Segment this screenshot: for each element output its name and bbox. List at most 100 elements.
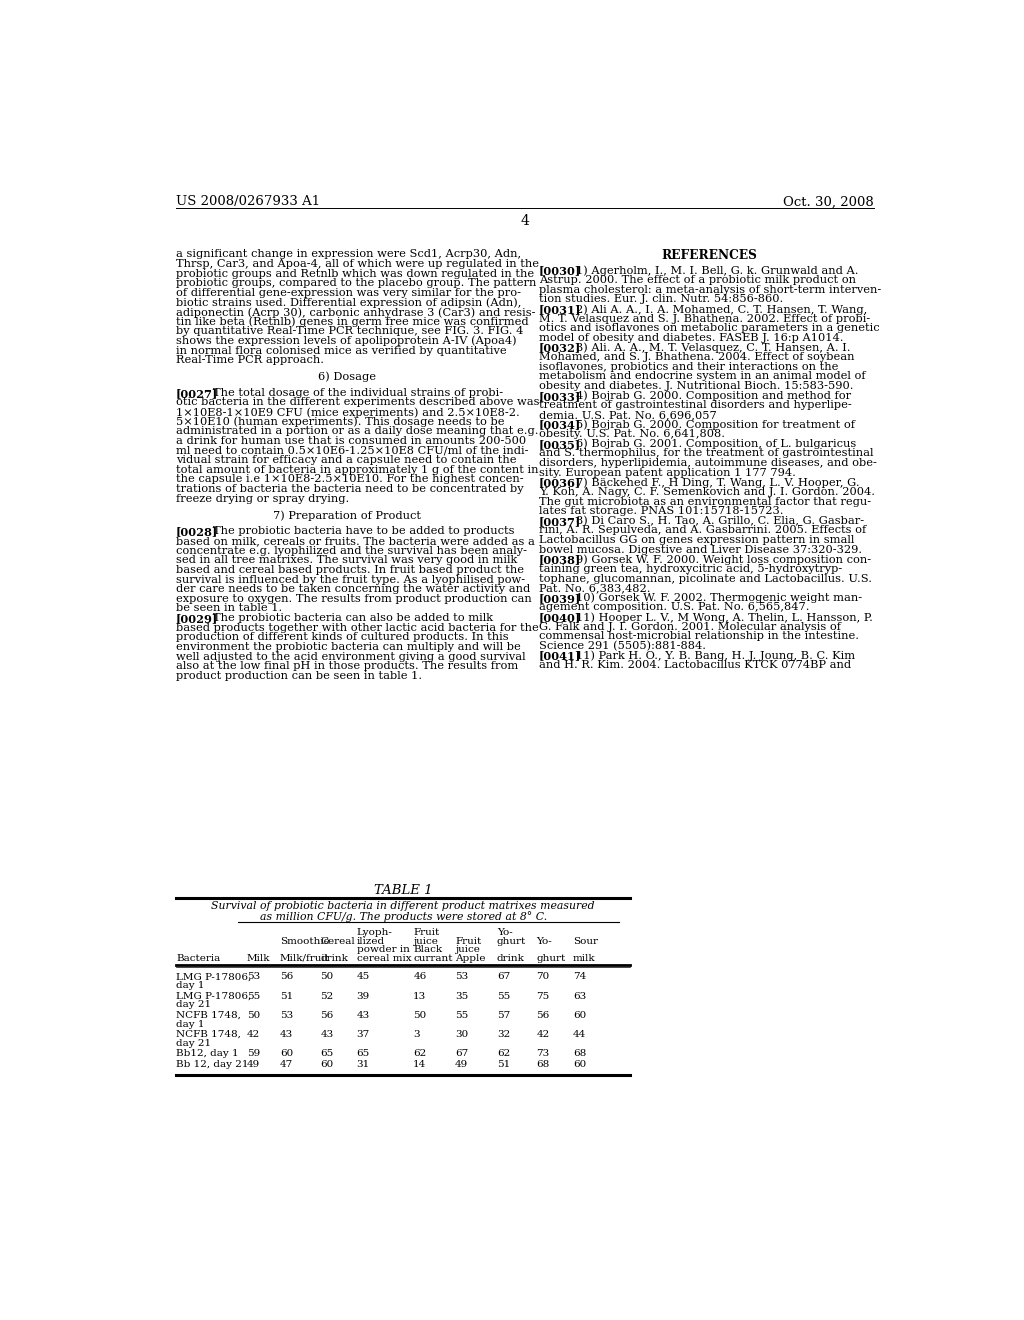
- Text: [0038]: [0038]: [539, 554, 581, 565]
- Text: 43: 43: [321, 1030, 334, 1039]
- Text: Milk/fruit: Milk/fruit: [280, 954, 330, 962]
- Text: 67: 67: [455, 1049, 468, 1059]
- Text: 10) Gorsek W. F. 2002. Thermogenic weight man-: 10) Gorsek W. F. 2002. Thermogenic weigh…: [575, 593, 862, 603]
- Text: Sour: Sour: [572, 937, 598, 946]
- Text: The probiotic bacteria can also be added to milk: The probiotic bacteria can also be added…: [213, 612, 494, 623]
- Text: 51: 51: [280, 991, 293, 1001]
- Text: 73: 73: [537, 1049, 550, 1059]
- Text: 43: 43: [356, 1011, 370, 1020]
- Text: 53: 53: [247, 973, 260, 981]
- Text: 50: 50: [247, 1011, 260, 1020]
- Text: 42: 42: [247, 1030, 260, 1039]
- Text: 35: 35: [455, 991, 468, 1001]
- Text: 74: 74: [572, 973, 586, 981]
- Text: Mohamed, and S. J. Bhathena. 2004. Effect of soybean: Mohamed, and S. J. Bhathena. 2004. Effec…: [539, 352, 854, 362]
- Text: Yo-: Yo-: [537, 937, 552, 946]
- Text: 11) Hooper L. V., M Wong, A. Thelin, L. Hansson, P.: 11) Hooper L. V., M Wong, A. Thelin, L. …: [575, 612, 872, 623]
- Text: 9) Gorsek W. F. 2000. Weight loss composition con-: 9) Gorsek W. F. 2000. Weight loss compos…: [575, 554, 871, 565]
- Text: ghurt: ghurt: [537, 954, 565, 962]
- Text: 44: 44: [572, 1030, 586, 1039]
- Text: Thrsp, Car3, and Apoa-4, all of which were up regulated in the: Thrsp, Car3, and Apoa-4, all of which we…: [176, 259, 539, 269]
- Text: Pat. No. 6,383,482.: Pat. No. 6,383,482.: [539, 583, 650, 593]
- Text: Bb 12, day 21: Bb 12, day 21: [176, 1060, 249, 1069]
- Text: 60: 60: [321, 1060, 334, 1069]
- Text: 7) Bäckehed F., H Ding, T. Wang, L. V. Hooper, G.: 7) Bäckehed F., H Ding, T. Wang, L. V. H…: [575, 478, 859, 488]
- Text: 5) Bojrab G. 2000. Composition for treatment of: 5) Bojrab G. 2000. Composition for treat…: [575, 420, 855, 430]
- Text: 56: 56: [537, 1011, 550, 1020]
- Text: 62: 62: [414, 1049, 426, 1059]
- Text: agement composition. U.S. Pat. No. 6,565,847.: agement composition. U.S. Pat. No. 6,565…: [539, 602, 809, 612]
- Text: treatment of gastrointestinal disorders and hyperlipe-: treatment of gastrointestinal disorders …: [539, 400, 852, 411]
- Text: [0033]: [0033]: [539, 391, 581, 401]
- Text: [0027]: [0027]: [176, 388, 218, 399]
- Text: 2) Ali A. A., I. A. Mohamed, C. T. Hansen, T. Wang,: 2) Ali A. A., I. A. Mohamed, C. T. Hanse…: [575, 304, 867, 314]
- Text: by quantitative Real-Time PCR technique, see FIG. 3. FIG. 4: by quantitative Real-Time PCR technique,…: [176, 326, 523, 337]
- Text: sity. European patent application 1 177 794.: sity. European patent application 1 177 …: [539, 467, 796, 478]
- Text: disorders, hyperlipidemia, autoimmune diseases, and obe-: disorders, hyperlipidemia, autoimmune di…: [539, 458, 877, 469]
- Text: 8) Di Caro S., H. Tao, A. Grillo, C. Elia, G. Gasbar-: 8) Di Caro S., H. Tao, A. Grillo, C. Eli…: [575, 516, 864, 527]
- Text: day 21: day 21: [176, 1001, 211, 1010]
- Text: TABLE 1: TABLE 1: [374, 884, 432, 896]
- Text: 11) Park H. O., Y. B. Bang, H. J. Joung, B. C. Kim: 11) Park H. O., Y. B. Bang, H. J. Joung,…: [575, 651, 855, 661]
- Text: 62: 62: [497, 1049, 510, 1059]
- Text: tion studies. Eur. J. clin. Nutr. 54:856-860.: tion studies. Eur. J. clin. Nutr. 54:856…: [539, 294, 783, 305]
- Text: exposure to oxygen. The results from product production can: exposure to oxygen. The results from pro…: [176, 594, 531, 603]
- Text: ml need to contain 0.5×10E6-1.25×10E8 CFU/ml of the indi-: ml need to contain 0.5×10E6-1.25×10E8 CF…: [176, 446, 528, 455]
- Text: Oct. 30, 2008: Oct. 30, 2008: [782, 195, 873, 209]
- Text: [0039]: [0039]: [539, 593, 581, 603]
- Text: obesity and diabetes. J. Nutritional Bioch. 15:583-590.: obesity and diabetes. J. Nutritional Bio…: [539, 381, 853, 391]
- Text: otics and isoflavones on metabolic parameters in a genetic: otics and isoflavones on metabolic param…: [539, 323, 880, 334]
- Text: 1×10E8-1×10E9 CFU (mice experiments) and 2.5×10E8-2.: 1×10E8-1×10E9 CFU (mice experiments) and…: [176, 407, 520, 417]
- Text: Milk: Milk: [247, 954, 270, 962]
- Text: 43: 43: [280, 1030, 293, 1039]
- Text: ilized: ilized: [356, 937, 385, 946]
- Text: M. T. Velasquez and S. J. Bhathena. 2002. Effect of probi-: M. T. Velasquez and S. J. Bhathena. 2002…: [539, 314, 870, 323]
- Text: 4) Bojrab G. 2000. Composition and method for: 4) Bojrab G. 2000. Composition and metho…: [575, 391, 851, 401]
- Text: REFERENCES: REFERENCES: [662, 249, 757, 263]
- Text: 30: 30: [455, 1030, 468, 1039]
- Text: [0032]: [0032]: [539, 343, 581, 354]
- Text: model of obesity and diabetes. FASEB J. 16:p A1014.: model of obesity and diabetes. FASEB J. …: [539, 333, 843, 343]
- Text: 49: 49: [455, 1060, 468, 1069]
- Text: [0029]: [0029]: [176, 612, 218, 624]
- Text: Real-Time PCR approach.: Real-Time PCR approach.: [176, 355, 324, 366]
- Text: trations of bacteria the bacteria need to be concentrated by: trations of bacteria the bacteria need t…: [176, 484, 523, 494]
- Text: 68: 68: [572, 1049, 586, 1059]
- Text: 47: 47: [280, 1060, 293, 1069]
- Text: 3: 3: [414, 1030, 420, 1039]
- Text: juice: juice: [455, 945, 480, 954]
- Text: the capsule i.e 1×10E8-2.5×10E10. For the highest concen-: the capsule i.e 1×10E8-2.5×10E10. For th…: [176, 474, 523, 484]
- Text: 46: 46: [414, 973, 426, 981]
- Text: LMG P-17806,: LMG P-17806,: [176, 991, 251, 1001]
- Text: probiotic groups and Retnlb which was down regulated in the: probiotic groups and Retnlb which was do…: [176, 268, 535, 279]
- Text: tophane, glucomannan, picolinate and Lactobacillus. U.S.: tophane, glucomannan, picolinate and Lac…: [539, 574, 871, 583]
- Text: [0030]: [0030]: [539, 265, 581, 277]
- Text: tin like beta (Retnlb) genes in germ free mice was confirmed: tin like beta (Retnlb) genes in germ fre…: [176, 317, 528, 327]
- Text: Fruit: Fruit: [414, 928, 439, 937]
- Text: biotic strains used. Differential expression of adipsin (Adn),: biotic strains used. Differential expres…: [176, 297, 521, 308]
- Text: Black: Black: [414, 945, 442, 954]
- Text: NCFB 1748,: NCFB 1748,: [176, 1030, 241, 1039]
- Text: 49: 49: [247, 1060, 260, 1069]
- Text: production of different kinds of cultured products. In this: production of different kinds of culture…: [176, 632, 509, 643]
- Text: 51: 51: [497, 1060, 510, 1069]
- Text: 6) Bojrab G. 2001. Composition, of L. bulgaricus: 6) Bojrab G. 2001. Composition, of L. bu…: [575, 438, 856, 449]
- Text: freeze drying or spray drying.: freeze drying or spray drying.: [176, 494, 349, 504]
- Text: 55: 55: [497, 991, 510, 1001]
- Text: The total dosage of the individual strains of probi-: The total dosage of the individual strai…: [213, 388, 504, 397]
- Text: 57: 57: [497, 1011, 510, 1020]
- Text: metabolism and endocrine system in an animal model of: metabolism and endocrine system in an an…: [539, 371, 865, 381]
- Text: NCFB 1748,: NCFB 1748,: [176, 1011, 241, 1020]
- Text: rini, A. R. Sepulveda, and A. Gasbarrini. 2005. Effects of: rini, A. R. Sepulveda, and A. Gasbarrini…: [539, 525, 866, 536]
- Text: 39: 39: [356, 991, 370, 1001]
- Text: 60: 60: [280, 1049, 293, 1059]
- Text: day 1: day 1: [176, 1019, 205, 1028]
- Text: Cereal: Cereal: [321, 937, 355, 946]
- Text: 63: 63: [572, 991, 586, 1001]
- Text: 55: 55: [455, 1011, 468, 1020]
- Text: of differential gene-expression was very similar for the pro-: of differential gene-expression was very…: [176, 288, 521, 298]
- Text: 4: 4: [520, 214, 529, 228]
- Text: vidual strain for efficacy and a capsule need to contain the: vidual strain for efficacy and a capsule…: [176, 455, 516, 465]
- Text: 55: 55: [247, 991, 260, 1001]
- Text: and S. thermophilus, for the treatment of gastrointestinal: and S. thermophilus, for the treatment o…: [539, 449, 873, 458]
